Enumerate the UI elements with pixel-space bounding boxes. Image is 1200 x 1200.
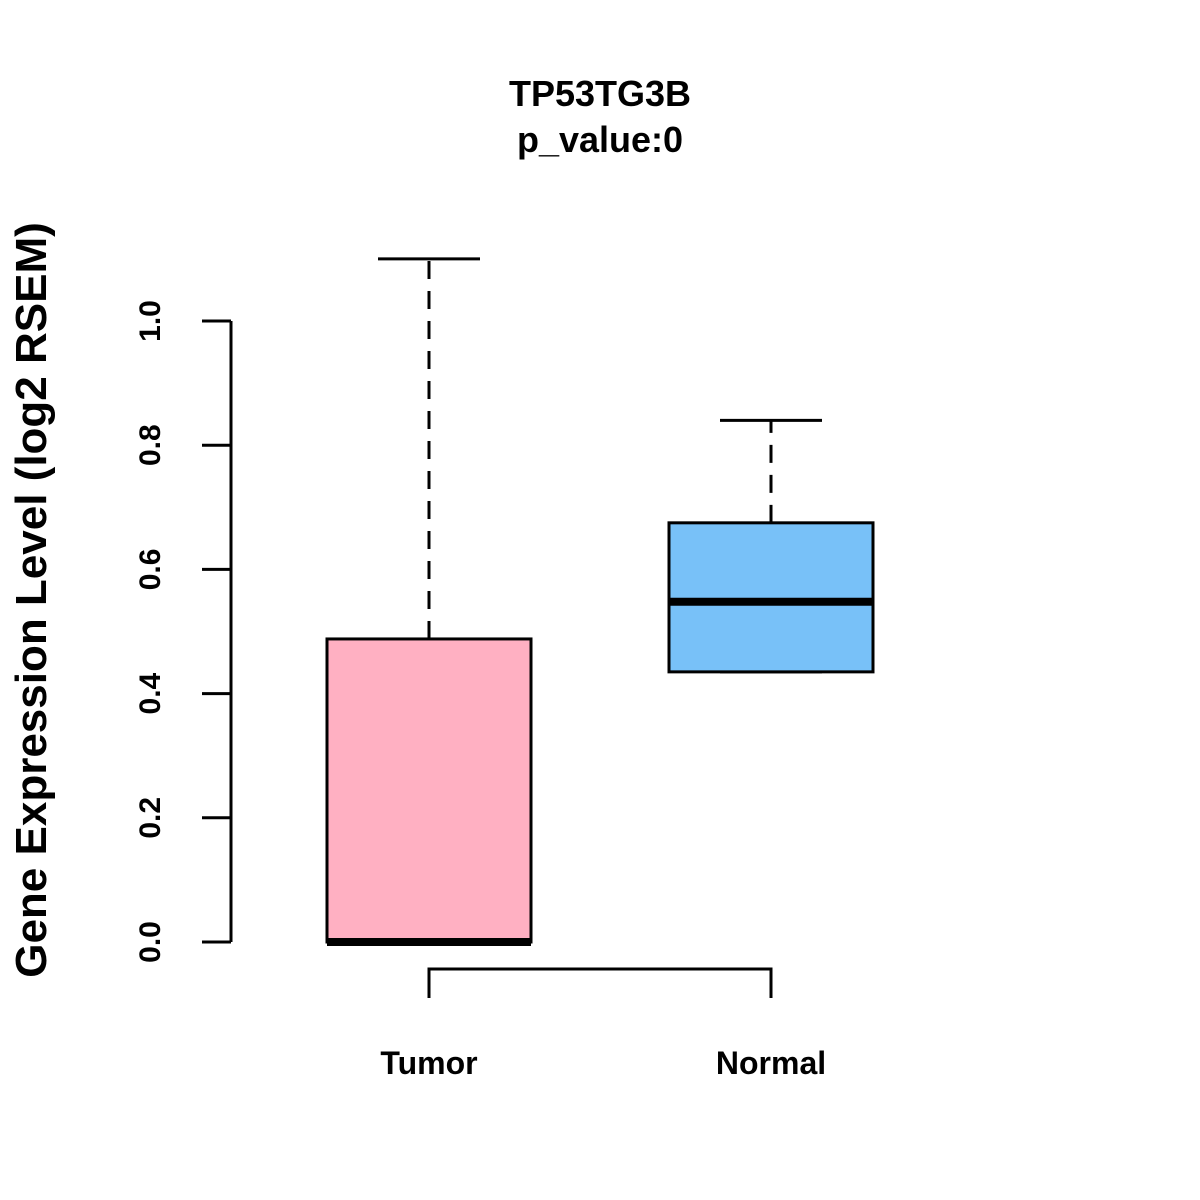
box-tumor bbox=[325, 257, 533, 946]
chart-title: TP53TG3B bbox=[509, 73, 691, 114]
x-axis: Tumor Normal bbox=[380, 967, 826, 1081]
y-tick-label: 1.0 bbox=[134, 300, 167, 342]
x-axis-line bbox=[427, 967, 773, 998]
y-tick-label: 0.4 bbox=[134, 672, 167, 714]
chart-subtitle: p_value:0 bbox=[517, 119, 683, 160]
y-tick-label: 0.6 bbox=[134, 549, 167, 591]
box-iqr bbox=[667, 521, 875, 674]
box-normal bbox=[667, 418, 875, 674]
boxes bbox=[325, 257, 875, 946]
x-tick-label: Normal bbox=[716, 1045, 826, 1081]
y-tick-label: 0.0 bbox=[134, 921, 167, 963]
y-tick-label: 0.2 bbox=[134, 797, 167, 839]
y-axis: 0.0 0.2 0.4 0.6 0.8 1.0 bbox=[134, 300, 233, 963]
x-tick-label: Tumor bbox=[380, 1045, 477, 1081]
box-iqr bbox=[325, 637, 533, 944]
y-tick-label: 0.8 bbox=[134, 424, 167, 466]
y-axis-label: Gene Expression Level (log2 RSEM) bbox=[7, 222, 56, 978]
